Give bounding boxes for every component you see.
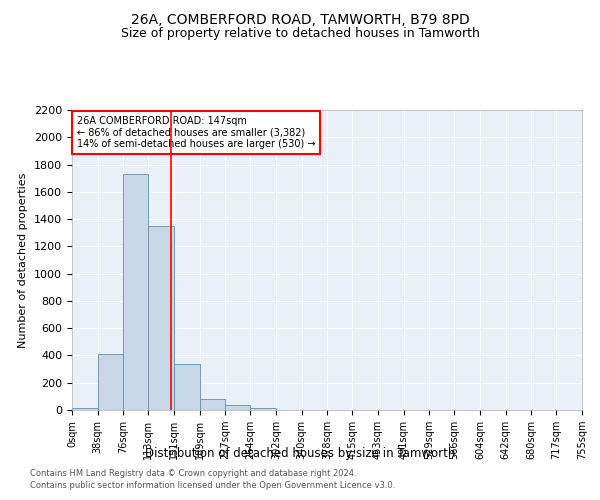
- Text: 26A, COMBERFORD ROAD, TAMWORTH, B79 8PD: 26A, COMBERFORD ROAD, TAMWORTH, B79 8PD: [131, 12, 469, 26]
- Bar: [72, 408, 98, 410]
- Text: 26A COMBERFORD ROAD: 147sqm
← 86% of detached houses are smaller (3,382)
14% of : 26A COMBERFORD ROAD: 147sqm ← 86% of det…: [77, 116, 316, 149]
- Bar: [200, 399, 226, 410]
- Bar: [226, 405, 250, 410]
- Bar: [250, 408, 276, 410]
- Bar: [124, 174, 148, 410]
- Bar: [98, 354, 124, 410]
- Text: Contains public sector information licensed under the Open Government Licence v3: Contains public sector information licen…: [30, 481, 395, 490]
- Y-axis label: Number of detached properties: Number of detached properties: [19, 172, 28, 348]
- Bar: [148, 226, 174, 410]
- Text: Distribution of detached houses by size in Tamworth: Distribution of detached houses by size …: [145, 448, 455, 460]
- Text: Contains HM Land Registry data © Crown copyright and database right 2024.: Contains HM Land Registry data © Crown c…: [30, 468, 356, 477]
- Text: Size of property relative to detached houses in Tamworth: Size of property relative to detached ho…: [121, 28, 479, 40]
- Bar: [174, 364, 200, 410]
